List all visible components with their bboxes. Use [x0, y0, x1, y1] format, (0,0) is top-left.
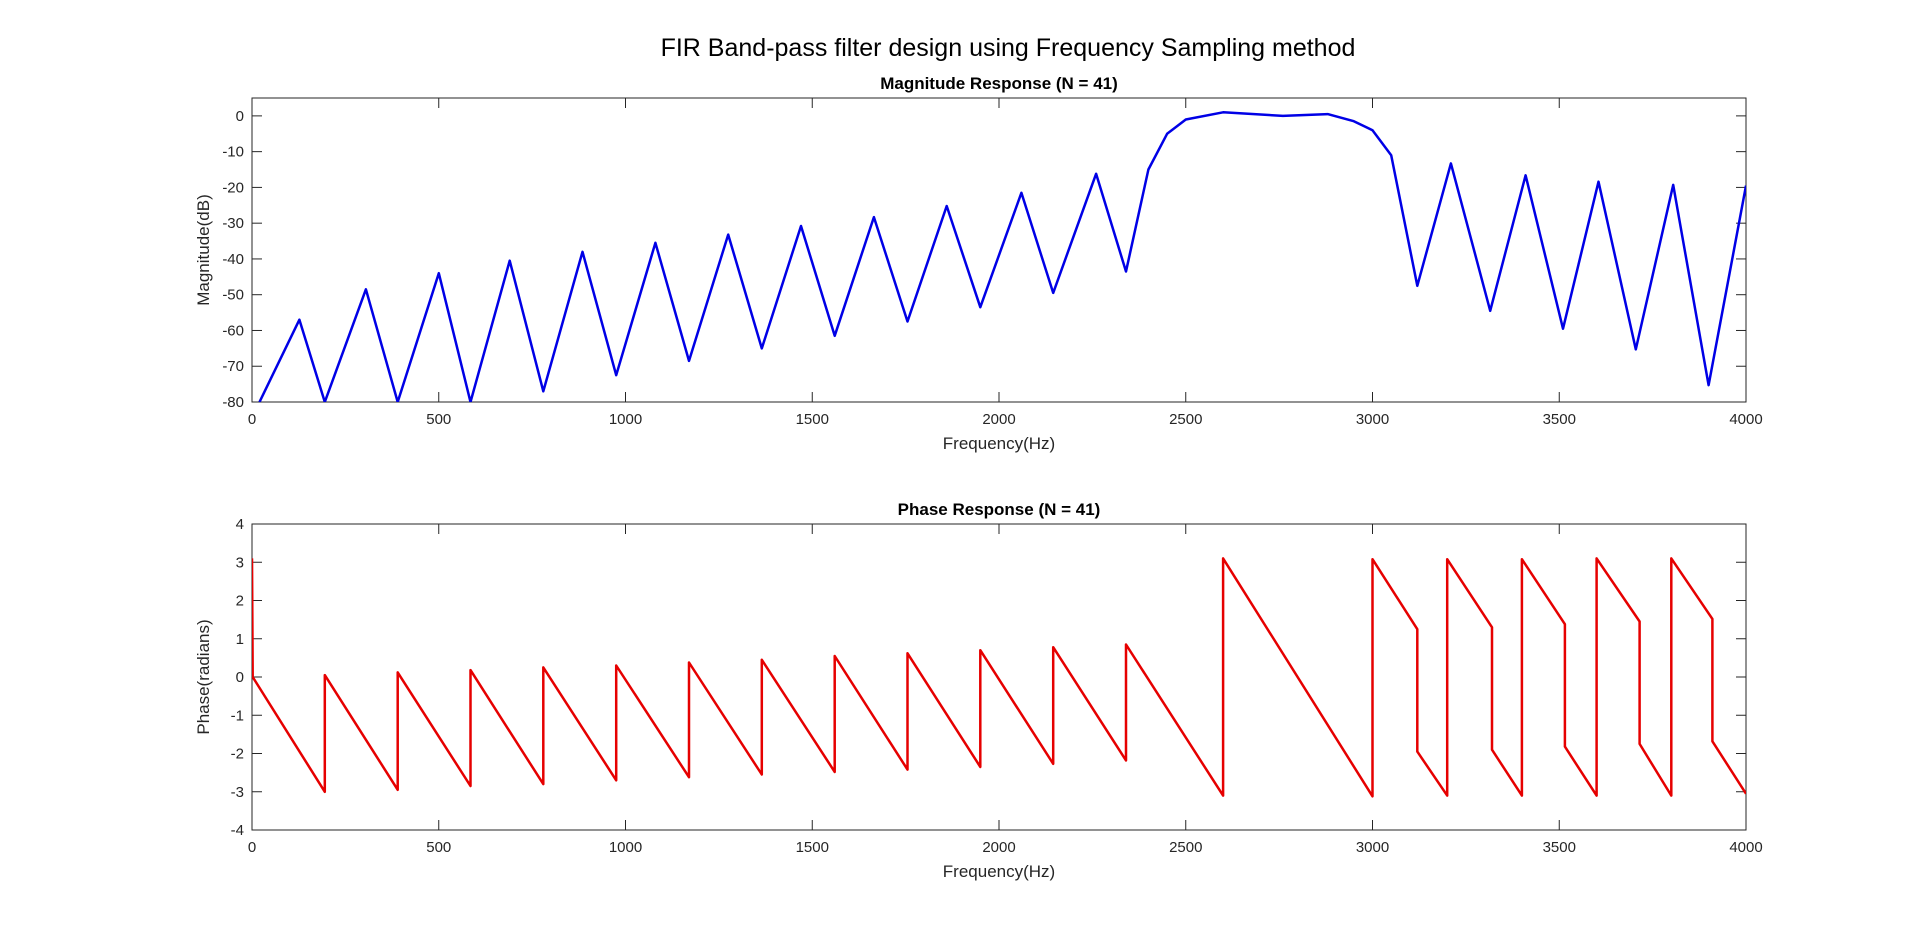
magnitude-ytick-label: -40 — [222, 251, 244, 268]
magnitude-ytick-label: -20 — [222, 179, 244, 196]
magnitude-ylabel: Magnitude(dB) — [194, 194, 213, 306]
phase-xtick-label: 0 — [248, 839, 256, 856]
phase-xlabel: Frequency(Hz) — [943, 862, 1055, 881]
phase-xtick-label: 3500 — [1543, 839, 1576, 856]
magnitude-ytick-label: -50 — [222, 287, 244, 304]
phase-ytick-label: 4 — [236, 516, 244, 533]
magnitude-ytick-label: -80 — [222, 394, 244, 411]
magnitude-ytick-label: -10 — [222, 144, 244, 161]
magnitude-series-line — [258, 111, 1746, 402]
magnitude-axes: 0 500 1000 1500 2000 2500 3000 3500 4000 0 -10 -20 -… — [194, 74, 1763, 453]
figure-suptitle: FIR Band-pass filter design using Freque… — [661, 34, 1356, 62]
magnitude-xtick-label: 500 — [426, 411, 451, 428]
phase-ytick-label: -3 — [231, 784, 244, 801]
phase-axes: 0 500 1000 1500 2000 2500 3000 3500 4000 4 3 2 1 0 -1 -… — [194, 500, 1763, 881]
magnitude-xtick-label: 2500 — [1169, 411, 1202, 428]
phase-xtick-label: 1000 — [609, 839, 642, 856]
magnitude-ytick-label: 0 — [236, 108, 244, 125]
phase-ytick-label: -4 — [231, 822, 244, 839]
magnitude-xlabel: Frequency(Hz) — [943, 434, 1055, 453]
phase-xtick-label: 2500 — [1169, 839, 1202, 856]
phase-title: Phase Response (N = 41) — [898, 500, 1101, 519]
phase-xtick-label: 1500 — [796, 839, 829, 856]
phase-ytick-label: 0 — [236, 669, 244, 686]
magnitude-xtick-label: 3500 — [1543, 411, 1576, 428]
phase-xtick-label: 3000 — [1356, 839, 1389, 856]
magnitude-xtick-label: 2000 — [982, 411, 1015, 428]
magnitude-xtick-label: 1000 — [609, 411, 642, 428]
magnitude-title: Magnitude Response (N = 41) — [880, 74, 1118, 93]
magnitude-ytick-label: -30 — [222, 215, 244, 232]
phase-ytick-label: 1 — [236, 631, 244, 648]
magnitude-plot-area — [251, 97, 1747, 403]
magnitude-xtick-label: 1500 — [796, 411, 829, 428]
phase-xtick-label: 2000 — [982, 839, 1015, 856]
phase-ytick-label: -1 — [231, 707, 244, 724]
magnitude-xtick-label: 4000 — [1729, 411, 1762, 428]
phase-plot-area — [251, 523, 1747, 831]
phase-xtick-label: 500 — [426, 839, 451, 856]
magnitude-ytick-label: -60 — [222, 322, 244, 339]
phase-ytick-label: -2 — [231, 746, 244, 763]
magnitude-xtick-label: 0 — [248, 411, 256, 428]
magnitude-xtick-label: 3000 — [1356, 411, 1389, 428]
phase-ylabel: Phase(radians) — [194, 619, 213, 734]
phase-series-line — [252, 557, 1746, 798]
phase-ytick-label: 3 — [236, 554, 244, 571]
magnitude-ytick-label: -70 — [222, 358, 244, 375]
phase-ytick-label: 2 — [236, 593, 244, 610]
phase-xtick-label: 4000 — [1729, 839, 1762, 856]
